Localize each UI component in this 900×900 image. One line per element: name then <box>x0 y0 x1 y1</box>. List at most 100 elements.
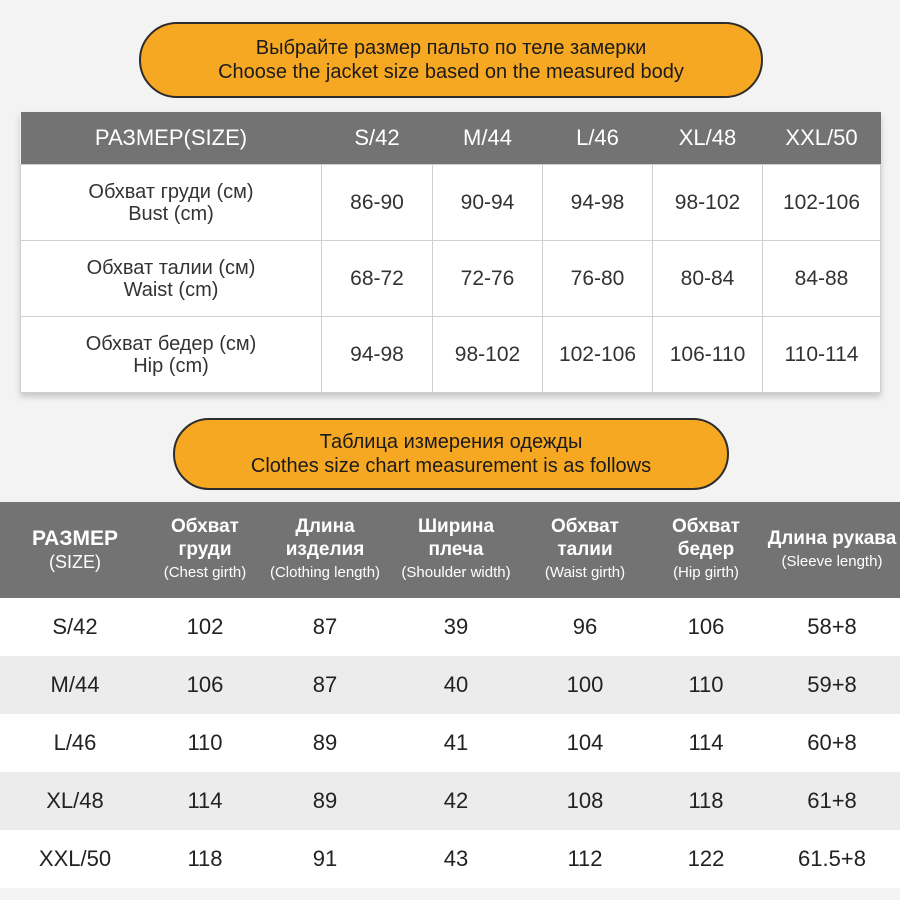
table-cell: 84-88 <box>762 240 881 317</box>
table-cell: 94-98 <box>321 316 433 393</box>
table-cell: 114 <box>648 714 764 772</box>
body-measurement-table: РАЗМЕР(SIZE) S/42 M/44 L/46 XL/48 XXL/50… <box>20 112 881 393</box>
body-table-header-row: РАЗМЕР(SIZE) S/42 M/44 L/46 XL/48 XXL/50 <box>20 112 881 165</box>
table-cell: XL/48 <box>0 772 150 830</box>
table-cell: 80-84 <box>652 240 763 317</box>
table-cell: M/44 <box>0 656 150 714</box>
column-header-shoulder: Ширина плеча (Shoulder width) <box>390 502 522 598</box>
column-header-ru: Длина рукава <box>767 527 897 549</box>
row-label-ru: Обхват груди (см) <box>88 180 254 203</box>
body-table-row-bust: Обхват груди (см) Bust (cm) 86-90 90-94 … <box>20 164 881 241</box>
row-label: Обхват бедер (см) Hip (cm) <box>20 316 322 393</box>
table-cell: 90-94 <box>432 164 543 241</box>
table-cell: 104 <box>522 714 648 772</box>
table-row: XXL/50 118 91 43 112 122 61.5+8 <box>0 830 900 888</box>
body-table-row-waist: Обхват талии (см) Waist (cm) 68-72 72-76… <box>20 240 881 317</box>
row-label-ru: Обхват талии (см) <box>86 256 256 279</box>
column-header-hip: Обхват бедер (Hip girth) <box>648 502 764 598</box>
table-cell: 106-110 <box>652 316 763 393</box>
table-cell: 72-76 <box>432 240 543 317</box>
column-header-en: (Clothing length) <box>269 564 381 581</box>
table-cell: 102-106 <box>762 164 881 241</box>
column-header-ru: Обхват талии <box>551 516 619 560</box>
garment-size-table: РАЗМЕР (SIZE) Обхват груди (Chest girth)… <box>0 502 900 888</box>
column-header-sleeve: Длина рукава (Sleeve length) <box>764 502 900 598</box>
table-cell: 40 <box>390 656 522 714</box>
table-cell: 41 <box>390 714 522 772</box>
table-cell: 106 <box>648 598 764 656</box>
top-banner-line-en: Choose the jacket size based on the meas… <box>218 61 684 83</box>
table-cell: 110 <box>648 656 764 714</box>
column-header-ru: Ширина плеча <box>417 516 495 560</box>
body-table-size-header: S/42 <box>321 112 433 165</box>
table-cell: 98-102 <box>652 164 763 241</box>
body-table-size-header: L/46 <box>542 112 653 165</box>
table-cell: 114 <box>150 772 260 830</box>
bottom-banner-line-en: Clothes size chart measurement is as fol… <box>250 455 652 477</box>
table-row: L/46 110 89 41 104 114 60+8 <box>0 714 900 772</box>
table-cell: 98-102 <box>432 316 543 393</box>
table-cell: 102-106 <box>542 316 653 393</box>
table-cell: 100 <box>522 656 648 714</box>
row-label-ru: Обхват бедер (см) <box>85 332 257 355</box>
column-header-waist: Обхват талии (Waist girth) <box>522 502 648 598</box>
table-cell: 108 <box>522 772 648 830</box>
row-label-en: Bust (cm) <box>128 202 214 225</box>
column-header-ru: РАЗМЕР <box>32 526 118 550</box>
table-cell: 118 <box>150 830 260 888</box>
bottom-banner-line-ru: Таблица измерения одежды <box>319 431 583 453</box>
column-header-en: (Waist girth) <box>544 564 626 581</box>
garment-table-header-row: РАЗМЕР (SIZE) Обхват груди (Chest girth)… <box>0 502 900 598</box>
table-cell: 58+8 <box>764 598 900 656</box>
table-cell: 94-98 <box>542 164 653 241</box>
table-cell: 102 <box>150 598 260 656</box>
table-cell: 118 <box>648 772 764 830</box>
column-header-en: (Hip girth) <box>673 564 739 581</box>
table-cell: 59+8 <box>764 656 900 714</box>
column-header-ru: Обхват груди <box>171 516 239 560</box>
table-cell: L/46 <box>0 714 150 772</box>
table-cell: XXL/50 <box>0 830 150 888</box>
row-label-en: Hip (cm) <box>133 354 209 377</box>
column-header-en: (Chest girth) <box>163 564 247 581</box>
table-cell: 112 <box>522 830 648 888</box>
table-cell: 76-80 <box>542 240 653 317</box>
column-header-ru: Длина изделия <box>285 516 365 560</box>
body-table-row-hip: Обхват бедер (см) Hip (cm) 94-98 98-102 … <box>20 316 881 393</box>
table-row: M/44 106 87 40 100 110 59+8 <box>0 656 900 714</box>
table-cell: 89 <box>260 714 390 772</box>
body-table-header-label: РАЗМЕР(SIZE) <box>20 112 322 165</box>
table-cell: 87 <box>260 598 390 656</box>
body-table-size-header: XXL/50 <box>762 112 881 165</box>
column-header-en: (SIZE) <box>49 551 101 572</box>
row-label: Обхват талии (см) Waist (cm) <box>20 240 322 317</box>
row-label-en: Waist (cm) <box>123 278 219 301</box>
table-row: S/42 102 87 39 96 106 58+8 <box>0 598 900 656</box>
column-header-length: Длина изделия (Clothing length) <box>260 502 390 598</box>
table-cell: 106 <box>150 656 260 714</box>
column-header-en: (Sleeve length) <box>781 552 883 570</box>
table-cell: 43 <box>390 830 522 888</box>
bottom-banner: Таблица измерения одежды Clothes size ch… <box>173 418 729 490</box>
column-header-en: (Shoulder width) <box>401 564 511 581</box>
table-cell: S/42 <box>0 598 150 656</box>
table-cell: 87 <box>260 656 390 714</box>
table-cell: 60+8 <box>764 714 900 772</box>
table-cell: 110 <box>150 714 260 772</box>
table-cell: 42 <box>390 772 522 830</box>
table-cell: 68-72 <box>321 240 433 317</box>
column-header-ru: Обхват бедер <box>672 516 740 560</box>
top-banner-line-ru: Выбрайте размер пальто по теле замерки <box>255 37 647 59</box>
table-cell: 96 <box>522 598 648 656</box>
table-cell: 61.5+8 <box>764 830 900 888</box>
column-header-size: РАЗМЕР (SIZE) <box>0 502 150 598</box>
table-cell: 86-90 <box>321 164 433 241</box>
column-header-chest: Обхват груди (Chest girth) <box>150 502 260 598</box>
top-banner: Выбрайте размер пальто по теле замерки C… <box>139 22 763 98</box>
table-cell: 89 <box>260 772 390 830</box>
body-table-size-header: XL/48 <box>652 112 763 165</box>
table-cell: 91 <box>260 830 390 888</box>
table-cell: 39 <box>390 598 522 656</box>
table-cell: 61+8 <box>764 772 900 830</box>
body-table-size-header: M/44 <box>432 112 543 165</box>
